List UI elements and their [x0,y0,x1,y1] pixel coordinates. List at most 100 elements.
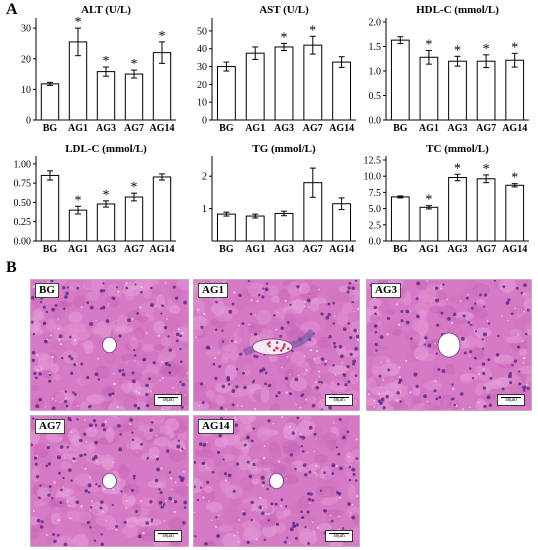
nucleus [34,376,38,380]
cytoplasm [422,402,441,410]
nucleus [99,506,103,510]
nucleus [168,471,172,474]
bar-ag3 [448,60,467,121]
nucleus [216,534,221,538]
cytoplasm [217,469,227,480]
y-tick-label: 7.5 [369,188,382,199]
cytoplasm [367,397,378,407]
nucleus [301,435,306,440]
nucleus [53,539,57,544]
sinusoid [224,479,227,482]
sinusoid [313,530,315,533]
sinusoid [172,500,174,503]
cytoplasm [148,446,160,460]
nucleus [435,397,439,401]
nucleus [150,518,154,521]
sinusoid [337,392,339,395]
cytoplasm [348,320,359,337]
nucleus [228,309,233,314]
nucleus [332,322,336,325]
cytoplasm [256,426,273,441]
sinusoid [250,299,253,302]
sinusoid [52,398,54,400]
cytoplasm [249,323,263,336]
sinusoid [522,361,525,364]
sinusoid [299,433,302,436]
cytoplasm [314,453,328,464]
nucleus [179,380,182,384]
cytoplasm [35,352,51,361]
nucleus [330,519,334,523]
nucleus [328,335,332,339]
sinusoid [397,323,401,326]
central-vein [437,332,461,358]
cytoplasm [137,315,149,323]
nucleus [332,363,335,367]
cytoplasm [127,357,147,374]
nucleus [183,300,187,305]
cytoplasm [102,458,114,471]
sinusoid [303,305,306,308]
nucleus [135,509,139,513]
x-tick-label: AG14 [502,123,527,134]
sinusoid [53,481,56,484]
sinusoid [280,505,283,508]
sinusoid [208,500,210,502]
sinusoid [255,468,257,471]
nucleus [309,492,313,496]
cytoplasm [367,349,374,357]
cytoplasm [334,465,351,474]
nucleus [338,417,342,421]
x-tick-label: BG [219,244,234,255]
sinusoid [305,398,307,401]
x-tick-label: AG14 [502,244,527,255]
nucleus [62,476,65,480]
nucleus [89,305,94,310]
cytoplasm [66,496,78,508]
sinusoid [236,531,239,534]
scale-bar: 40μm [497,394,525,406]
cytoplasm [113,423,133,433]
sinusoid [351,503,354,506]
nucleus [261,480,265,484]
x-tick-label: AG7 [124,123,144,134]
nucleus [118,369,122,373]
nucleus [118,447,123,452]
cytoplasm [370,352,387,367]
bar-ag7 [303,44,323,121]
significance-marker: * [131,180,138,195]
cytoplasm [138,424,152,433]
x-tick-label: BG [219,123,234,134]
micrograph-label: AG3 [371,283,401,298]
y-tick-label: 1.5 [369,42,382,53]
sinusoid [145,332,148,334]
nucleus [115,286,119,289]
sinusoid [96,460,99,463]
nucleus [296,416,300,420]
nucleus [274,502,278,506]
nucleus [136,312,140,315]
cytoplasm [230,447,240,456]
sinusoid [45,534,48,536]
nucleus [291,431,295,435]
x-tick-label: AG1 [245,123,265,134]
scale-bar: 40μm [325,530,353,542]
nucleus [249,312,253,316]
cytoplasm [374,345,390,352]
bar-ag14 [332,61,352,121]
micrograph-ag3: AG3 40μm [366,279,532,411]
sinusoid [482,368,485,371]
nucleus [84,489,89,493]
red-blood-cell [281,346,285,350]
sinusoid [409,391,412,394]
cytoplasm [255,460,275,469]
cytoplasm [317,339,331,349]
cytoplasm [300,321,321,334]
y-tick-label: 1.0 [369,67,382,78]
panel-label-a: A [6,1,18,18]
sinusoid [318,375,321,378]
cytoplasm [283,421,298,435]
nucleus [344,383,348,387]
cytoplasm [334,416,351,425]
cytoplasm [414,302,430,314]
